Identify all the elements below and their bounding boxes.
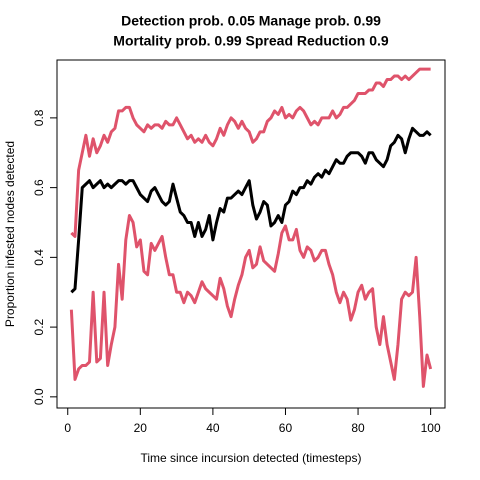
x-tick-label: 60 xyxy=(279,421,293,435)
y-tick-label: 0.4 xyxy=(32,249,46,266)
x-tick-label: 20 xyxy=(134,421,148,435)
data-line xyxy=(70,126,432,294)
y-tick-label: 0.6 xyxy=(32,179,46,196)
x-tick-label: 80 xyxy=(351,421,365,435)
y-axis-title: Proportion infested nodes detected xyxy=(3,141,17,327)
chart-title: Detection prob. 0.05 Manage prob. 0.99 xyxy=(121,13,381,29)
x-tick-label: 0 xyxy=(64,421,71,435)
y-tick-label: 0.0 xyxy=(32,388,46,405)
x-tick-label: 100 xyxy=(421,421,441,435)
y-tick-label: 0.8 xyxy=(32,109,46,126)
data-line xyxy=(69,214,433,388)
x-tick-label: 40 xyxy=(206,421,220,435)
chart-subtitle: Mortality prob. 0.99 Spread Reduction 0.… xyxy=(113,33,389,49)
x-axis-title: Time since incursion detected (timesteps… xyxy=(141,451,362,465)
data-line xyxy=(70,67,431,238)
y-tick-label: 0.2 xyxy=(32,318,46,335)
